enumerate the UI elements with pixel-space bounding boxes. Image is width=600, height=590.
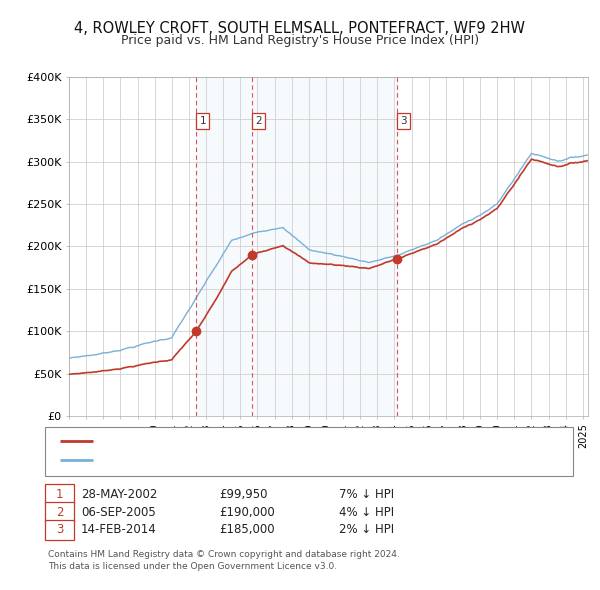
Text: Price paid vs. HM Land Registry's House Price Index (HPI): Price paid vs. HM Land Registry's House … bbox=[121, 34, 479, 47]
Text: 1: 1 bbox=[199, 116, 206, 126]
Text: 2: 2 bbox=[56, 506, 63, 519]
Text: 06-SEP-2005: 06-SEP-2005 bbox=[81, 506, 156, 519]
Text: 3: 3 bbox=[56, 523, 63, 536]
Text: Contains HM Land Registry data © Crown copyright and database right 2024.
This d: Contains HM Land Registry data © Crown c… bbox=[48, 550, 400, 571]
Text: 1: 1 bbox=[56, 488, 63, 501]
Text: 4, ROWLEY CROFT, SOUTH ELMSALL, PONTEFRACT, WF9 2HW (detached house): 4, ROWLEY CROFT, SOUTH ELMSALL, PONTEFRA… bbox=[98, 437, 513, 446]
Text: 3: 3 bbox=[400, 116, 407, 126]
Text: 28-MAY-2002: 28-MAY-2002 bbox=[81, 488, 157, 501]
Text: £185,000: £185,000 bbox=[219, 523, 275, 536]
Text: 4, ROWLEY CROFT, SOUTH ELMSALL, PONTEFRACT, WF9 2HW: 4, ROWLEY CROFT, SOUTH ELMSALL, PONTEFRA… bbox=[74, 21, 526, 35]
Text: HPI: Average price, detached house, Wakefield: HPI: Average price, detached house, Wake… bbox=[98, 455, 341, 465]
Text: £99,950: £99,950 bbox=[219, 488, 268, 501]
Text: 4% ↓ HPI: 4% ↓ HPI bbox=[339, 506, 394, 519]
Text: 2: 2 bbox=[256, 116, 262, 126]
Text: 7% ↓ HPI: 7% ↓ HPI bbox=[339, 488, 394, 501]
Text: 2% ↓ HPI: 2% ↓ HPI bbox=[339, 523, 394, 536]
Text: 14-FEB-2014: 14-FEB-2014 bbox=[81, 523, 157, 536]
Bar bbox=[196, 77, 397, 416]
Text: £190,000: £190,000 bbox=[219, 506, 275, 519]
